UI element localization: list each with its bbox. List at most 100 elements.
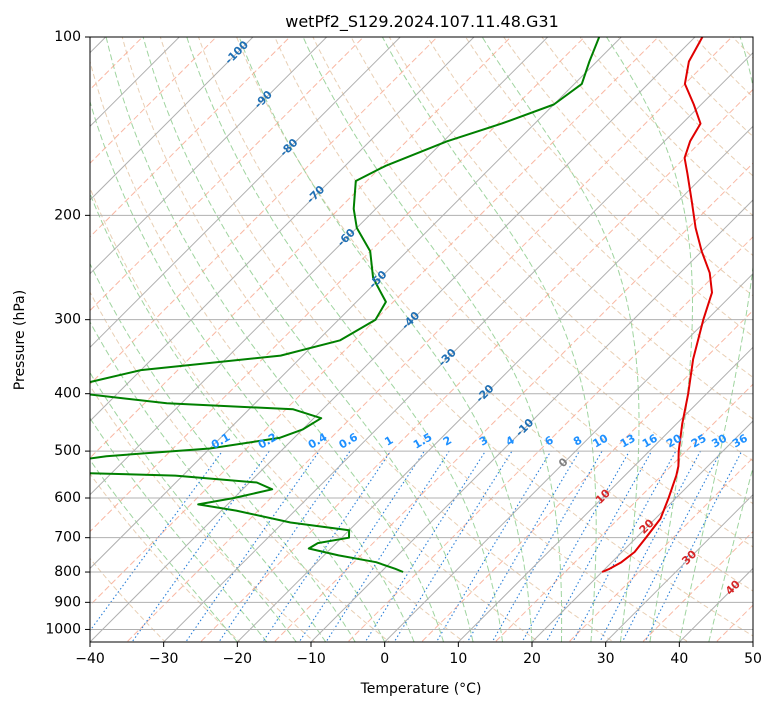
- moist-adiabat-line: [90, 459, 238, 642]
- mixing-ratio-label: 25: [689, 432, 709, 451]
- isotherm-grid-line: [604, 493, 753, 642]
- isotherm-dashed-line: [90, 37, 586, 533]
- dry-adiabat-line: [426, 37, 753, 379]
- isotherm-dashed-line: [90, 37, 291, 238]
- dry-adiabat-line: [579, 37, 753, 217]
- dry-adiabat-line: [465, 37, 753, 338]
- dry-adiabat-line: [197, 37, 753, 637]
- moist-adiabat-line: [238, 37, 533, 642]
- dry-adiabat-line: [388, 37, 753, 420]
- isotherm-dashed-line: [90, 37, 217, 164]
- y-tick-label: 600: [54, 490, 81, 506]
- dry-adiabat-line: [90, 291, 391, 642]
- mixing-ratio-line: [364, 450, 486, 642]
- y-tick-label: 200: [54, 207, 81, 223]
- dry-adiabat-line: [236, 37, 753, 592]
- mixing-ratio-label: 1: [382, 434, 395, 449]
- inline-labels: -100-90-80-70-60-50-40-30-20-10010203040…: [209, 38, 750, 598]
- x-tick-label: 10: [449, 651, 467, 667]
- isotherm-grid-line: [90, 37, 475, 422]
- series-lines: [90, 37, 713, 573]
- mixing-ratio-label: 8: [571, 434, 584, 449]
- y-tick-label: 300: [54, 312, 81, 328]
- x-tick-label: −30: [149, 651, 179, 667]
- x-tick-label: 0: [380, 651, 389, 667]
- y-tick-label: 800: [54, 564, 81, 580]
- y-tick-label: 100: [54, 29, 81, 45]
- isotherm-grid-line: [531, 420, 753, 642]
- isotherm-dashed-line: [90, 37, 512, 459]
- y-tick-label: 900: [54, 594, 81, 610]
- moist-adiabat-line: [90, 192, 386, 642]
- moist-adiabat-line: [186, 37, 503, 642]
- grid-lines: [90, 37, 753, 642]
- dry-adiabat-line: [159, 37, 690, 642]
- moist-adiabat-line: [142, 37, 474, 642]
- moist-adiabat-line: [90, 371, 297, 642]
- moist-adiabat-line: [678, 37, 753, 642]
- moist-adiabat-line: [481, 37, 640, 642]
- isotherm-grid-line: [90, 37, 402, 349]
- isotherm-dashed-line: [90, 37, 438, 385]
- x-tick-label: −20: [223, 651, 253, 667]
- isotherm-grid-line: [752, 641, 753, 642]
- dry-adiabat-line: [90, 186, 465, 642]
- dry-adiabat-line: [312, 37, 753, 505]
- moist-adiabat-line: [302, 37, 563, 642]
- moist-adiabat-line: [90, 417, 268, 642]
- mixing-ratio-label: 36: [730, 431, 750, 450]
- moist-adiabat-line: [90, 262, 356, 642]
- dry-adiabat-line: [274, 37, 753, 548]
- mixing-ratio-line: [325, 450, 450, 642]
- isotherm-grid-line: [90, 37, 181, 128]
- isotherm-grid-line: [90, 37, 328, 275]
- mixing-ratio-label: 2: [441, 434, 454, 449]
- isotherm-grid-line: [90, 37, 696, 642]
- isotherm-dashed-line: [347, 236, 753, 642]
- dry-adiabat-line: [732, 37, 753, 59]
- y-tick-label: 400: [54, 386, 81, 402]
- mixing-ratio-label: 16: [640, 431, 660, 450]
- isotherm-dashed-line: [420, 309, 753, 642]
- x-tick-label: 40: [670, 651, 688, 667]
- mixing-ratio-label: 0.2: [256, 431, 279, 452]
- chart-title: wetPf2_S129.2024.107.11.48.G31: [285, 12, 559, 32]
- mixing-ratio-line: [621, 450, 722, 642]
- isotherm-grid-line: [162, 51, 753, 642]
- mixing-ratio-line: [435, 450, 552, 642]
- isotherm-label: -80: [277, 136, 300, 159]
- dry-adiabat-line: [90, 59, 540, 642]
- isotherm-dashed-line: [715, 604, 753, 642]
- mixing-ratio-label: 3: [477, 434, 490, 449]
- isotherm-dashed-line: [199, 88, 753, 642]
- dry-adiabat-line: [758, 24, 775, 654]
- isotherm-dashed-line: [126, 37, 733, 642]
- isotherm-dashed-line: [568, 457, 753, 642]
- moist-adiabat-line: [606, 37, 693, 642]
- isotherm-grid-line: [90, 37, 623, 570]
- background-lines: [90, 24, 775, 654]
- mixing-ratio-label: 10: [590, 431, 610, 450]
- dry-adiabat-line: [121, 37, 615, 642]
- x-tick-label: 20: [523, 651, 541, 667]
- isotherm-dashed-line: [494, 383, 753, 642]
- dry-adiabat-line: [503, 37, 753, 297]
- isotherm-grid-line: [383, 272, 753, 642]
- mixing-ratio-label: 4: [504, 433, 517, 448]
- dry-adiabat-line: [90, 384, 316, 642]
- y-axis-label: Pressure (hPa): [12, 290, 28, 390]
- isotherm-label: -50: [366, 268, 389, 291]
- moist-adiabat-line: [90, 99, 415, 642]
- isotherm-label: 40: [723, 577, 743, 597]
- plot-frame: [89, 36, 754, 643]
- axes: −40 −30 −20 −10 0 10 20 30 40 50 100 200 300 400 500 60…: [45, 29, 762, 667]
- isotherm-label: -20: [473, 382, 496, 405]
- mixing-ratio-label: 0.4: [306, 430, 330, 451]
- isotherm-dashed-line: [273, 162, 753, 642]
- dry-adiabat-line: [90, 472, 241, 642]
- dry-adiabat-line: [90, 557, 167, 642]
- x-axis-label: Temperature (°C): [360, 681, 482, 697]
- x-tick-label: 50: [744, 651, 762, 667]
- moist-adiabat-line: [105, 37, 445, 642]
